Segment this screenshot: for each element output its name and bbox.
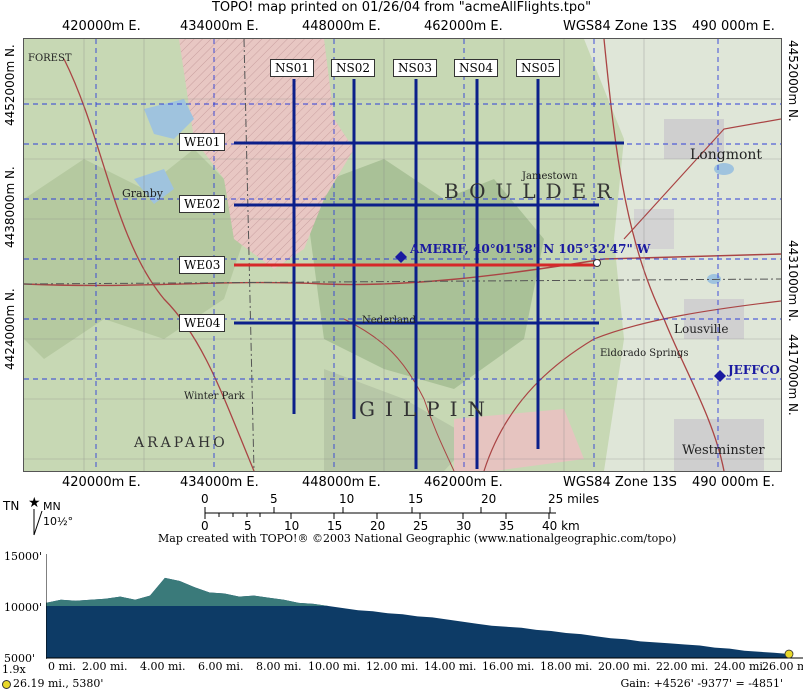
northing-label: 4452000m N. [786,40,800,122]
place-label-westminster: Westminster [682,443,765,458]
vertical-exaggeration: 1.9x [2,663,26,676]
profile-x-label: 14.00 mi. [424,660,477,673]
scale-km-tick: 30 [456,519,472,533]
north-arrow: TN ★ MN 10½° [3,495,73,537]
profile-y-label: 15000' [4,550,43,563]
elevation-highlight [46,577,789,606]
scale-miles-tick: 15 [408,492,424,506]
easting-label: 434000m E. [180,475,259,490]
place-label-gilpin: GILPIN [359,397,496,421]
place-label-forest: FOREST [28,53,72,64]
northing-label: 4438000m N. [3,166,17,248]
flight-label-ns04[interactable]: NS04 [454,59,498,77]
profile-x-label: 8.00 mi. [256,660,302,673]
flight-label-ns05[interactable]: NS05 [516,59,560,77]
place-label-arapaho: ARAPAHO [134,435,228,451]
easting-label: 448000m E. [302,19,381,34]
place-label-longmont: Longmont [690,147,763,163]
profile-y-label: 5000' [4,652,36,665]
easting-label: 490 000m E. [692,19,775,34]
scale-miles-tick: 20 [481,492,497,506]
profile-x-label: 0 mi. [48,660,76,673]
easting-label: 434000m E. [180,19,259,34]
scale-miles-tick: 25 miles [548,492,600,506]
waypoint-amerif-label[interactable]: AMERIF, 40°01'58" N 105°32'47" W [410,242,651,256]
easting-label: 448000m E. [302,475,381,490]
profile-x-label: 10.00 mi. [308,660,361,673]
declination-icon [33,509,43,536]
profile-x-label: 18.00 mi. [540,660,593,673]
topo-map[interactable]: BOULDER GILPIN ARAPAHO Longmont Granby L… [23,38,782,472]
flight-label-we03[interactable]: WE03 [179,256,226,274]
profile-x-label: 24.00 mi. [714,660,767,673]
true-north-label: TN [3,499,20,513]
northing-label: 4417000m N. [786,334,800,416]
profile-cursor [784,649,794,659]
scale-km-tick: 5 [244,519,252,533]
cursor-info: 26.19 mi., 5380' [13,677,104,690]
easting-label: 420000m E. [62,475,141,490]
zone-label: WGS84 Zone 13S [563,19,677,34]
place-label-winter-park: Winter Park [184,391,245,402]
profile-x-label: 6.00 mi. [198,660,244,673]
scale-km-tick: 20 [370,519,386,533]
northing-label: 4431000m N. [786,240,800,322]
place-label-lousville: Lousville [674,322,729,336]
easting-label: 420000m E. [62,19,141,34]
scale-km-tick: 0 [201,519,209,533]
profile-x-label: 20.00 mi. [598,660,651,673]
place-label-jamestown: Jamestown [522,171,578,182]
scale-km-tick: 25 [413,519,429,533]
scale-bar: 0 5 10 15 20 25 miles 0 5 10 15 20 25 30… [196,493,606,535]
flight-label-ns03[interactable]: NS03 [393,59,437,77]
profile-x-label: 4.00 mi. [140,660,186,673]
scale-km-tick: 15 [327,519,343,533]
magnetic-north-label: MN [43,500,61,513]
profile-x-axis: 0 mi. 2.00 mi. 4.00 mi. 6.00 mi. 8.00 mi… [46,660,803,674]
easting-label: 462000m E. [424,475,503,490]
northing-label: 4424000m N. [3,288,17,370]
scale-miles-tick: 5 [270,492,278,506]
scale-ruler [204,507,556,519]
flight-label-ns01[interactable]: NS01 [270,59,314,77]
flight-label-we04[interactable]: WE04 [179,314,226,332]
easting-label: 490 000m E. [692,475,775,490]
star-icon: ★ [28,495,41,511]
profile-x-label: 16.00 mi. [482,660,535,673]
scale-km-tick: 10 [284,519,300,533]
map-credit: Map created with TOPO!® ©2003 National G… [158,532,677,545]
declination-value: 10½° [43,515,74,528]
place-label-granby: Granby [122,187,163,200]
profile-x-label: 12.00 mi. [366,660,419,673]
elevation-gain: Gain: +4526' -9377' = -4851' [620,677,783,690]
profile-x-label: 22.00 mi. [656,660,709,673]
cursor-readout: 26.19 mi., 5380' [2,677,302,691]
profile-x-label: 2.00 mi. [82,660,128,673]
cursor-dot-icon [2,680,11,689]
place-label-boulder: BOULDER [444,179,622,203]
flight-label-ns02[interactable]: NS02 [331,59,375,77]
page-title: TOPO! map printed on 01/26/04 from "acme… [211,0,592,15]
northing-label: 4452000m N. [3,44,17,126]
elevation-profile[interactable] [46,554,803,659]
flight-label-we02[interactable]: WE02 [179,195,226,213]
profile-x-label: 26.00 mi [762,660,803,673]
profile-y-label: 10000' [4,601,43,614]
place-label-nederland: Nederland [362,315,416,326]
zone-label: WGS84 Zone 13S [563,475,677,490]
place-label-eldorado-springs: Eldorado Springs [600,348,689,359]
waypoint-jeffco-label[interactable]: JEFFCO [728,363,780,377]
flight-label-we01[interactable]: WE01 [179,133,226,151]
easting-label: 462000m E. [424,19,503,34]
scale-km-tick: 35 [499,519,515,533]
scale-km-tick: 40 km [542,519,580,533]
scale-miles-tick: 10 [339,492,355,506]
scale-miles-tick: 0 [201,492,209,506]
